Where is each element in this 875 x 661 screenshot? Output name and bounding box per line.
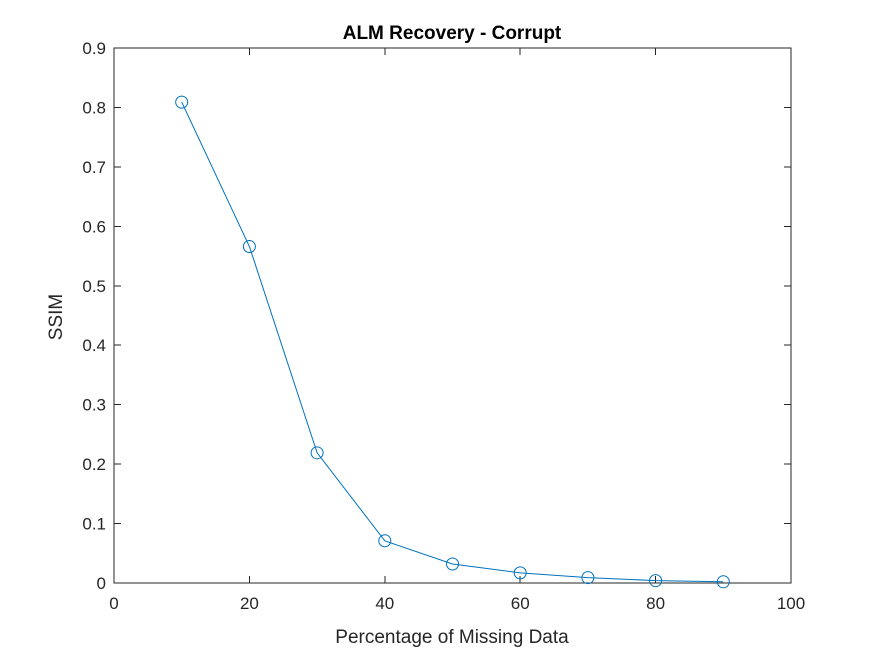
axes <box>113 47 792 584</box>
x-tick-label: 20 <box>240 594 259 613</box>
data-point-marker <box>446 557 459 571</box>
y-tick-label: 0.4 <box>82 336 106 355</box>
y-tick-label: 0.7 <box>82 158 106 177</box>
data-point-marker <box>242 240 256 254</box>
x-axis-title: Percentage of Missing Data <box>335 627 569 648</box>
data-point-marker <box>513 566 527 580</box>
y-tick-label: 0.6 <box>82 217 106 236</box>
data-point-marker <box>310 446 324 460</box>
data-point-marker <box>175 95 189 109</box>
series-layer <box>175 95 730 589</box>
y-axis-title: SSIM <box>46 294 67 340</box>
x-tick-label: 60 <box>511 594 530 613</box>
x-tick-label: 0 <box>109 594 118 613</box>
data-point-marker <box>581 571 595 585</box>
y-tick-label: 0.5 <box>82 277 106 296</box>
data-point-marker <box>716 575 730 589</box>
x-tick-label: 100 <box>777 594 805 613</box>
plot-box <box>113 47 792 584</box>
ticks: 0 20 40 60 80 100 0 0.1 0.2 0.3 0.4 0.5 0.6 0.7 0.8 0.9 <box>82 39 805 613</box>
series-line <box>181 101 724 583</box>
data-point-marker <box>378 534 392 548</box>
y-tick-label: 0.3 <box>82 396 106 415</box>
y-tick-label: 0.8 <box>82 98 106 117</box>
y-tick-label: 0 <box>97 574 106 593</box>
y-tick-label: 0.1 <box>82 515 106 534</box>
data-point-marker <box>649 574 663 588</box>
chart-title: ALM Recovery - Corrupt <box>343 23 562 44</box>
x-tick-label: 80 <box>646 594 665 613</box>
y-tick-label: 0.9 <box>82 39 106 58</box>
y-tick-label: 0.2 <box>82 455 106 474</box>
x-tick-label: 40 <box>375 594 394 613</box>
